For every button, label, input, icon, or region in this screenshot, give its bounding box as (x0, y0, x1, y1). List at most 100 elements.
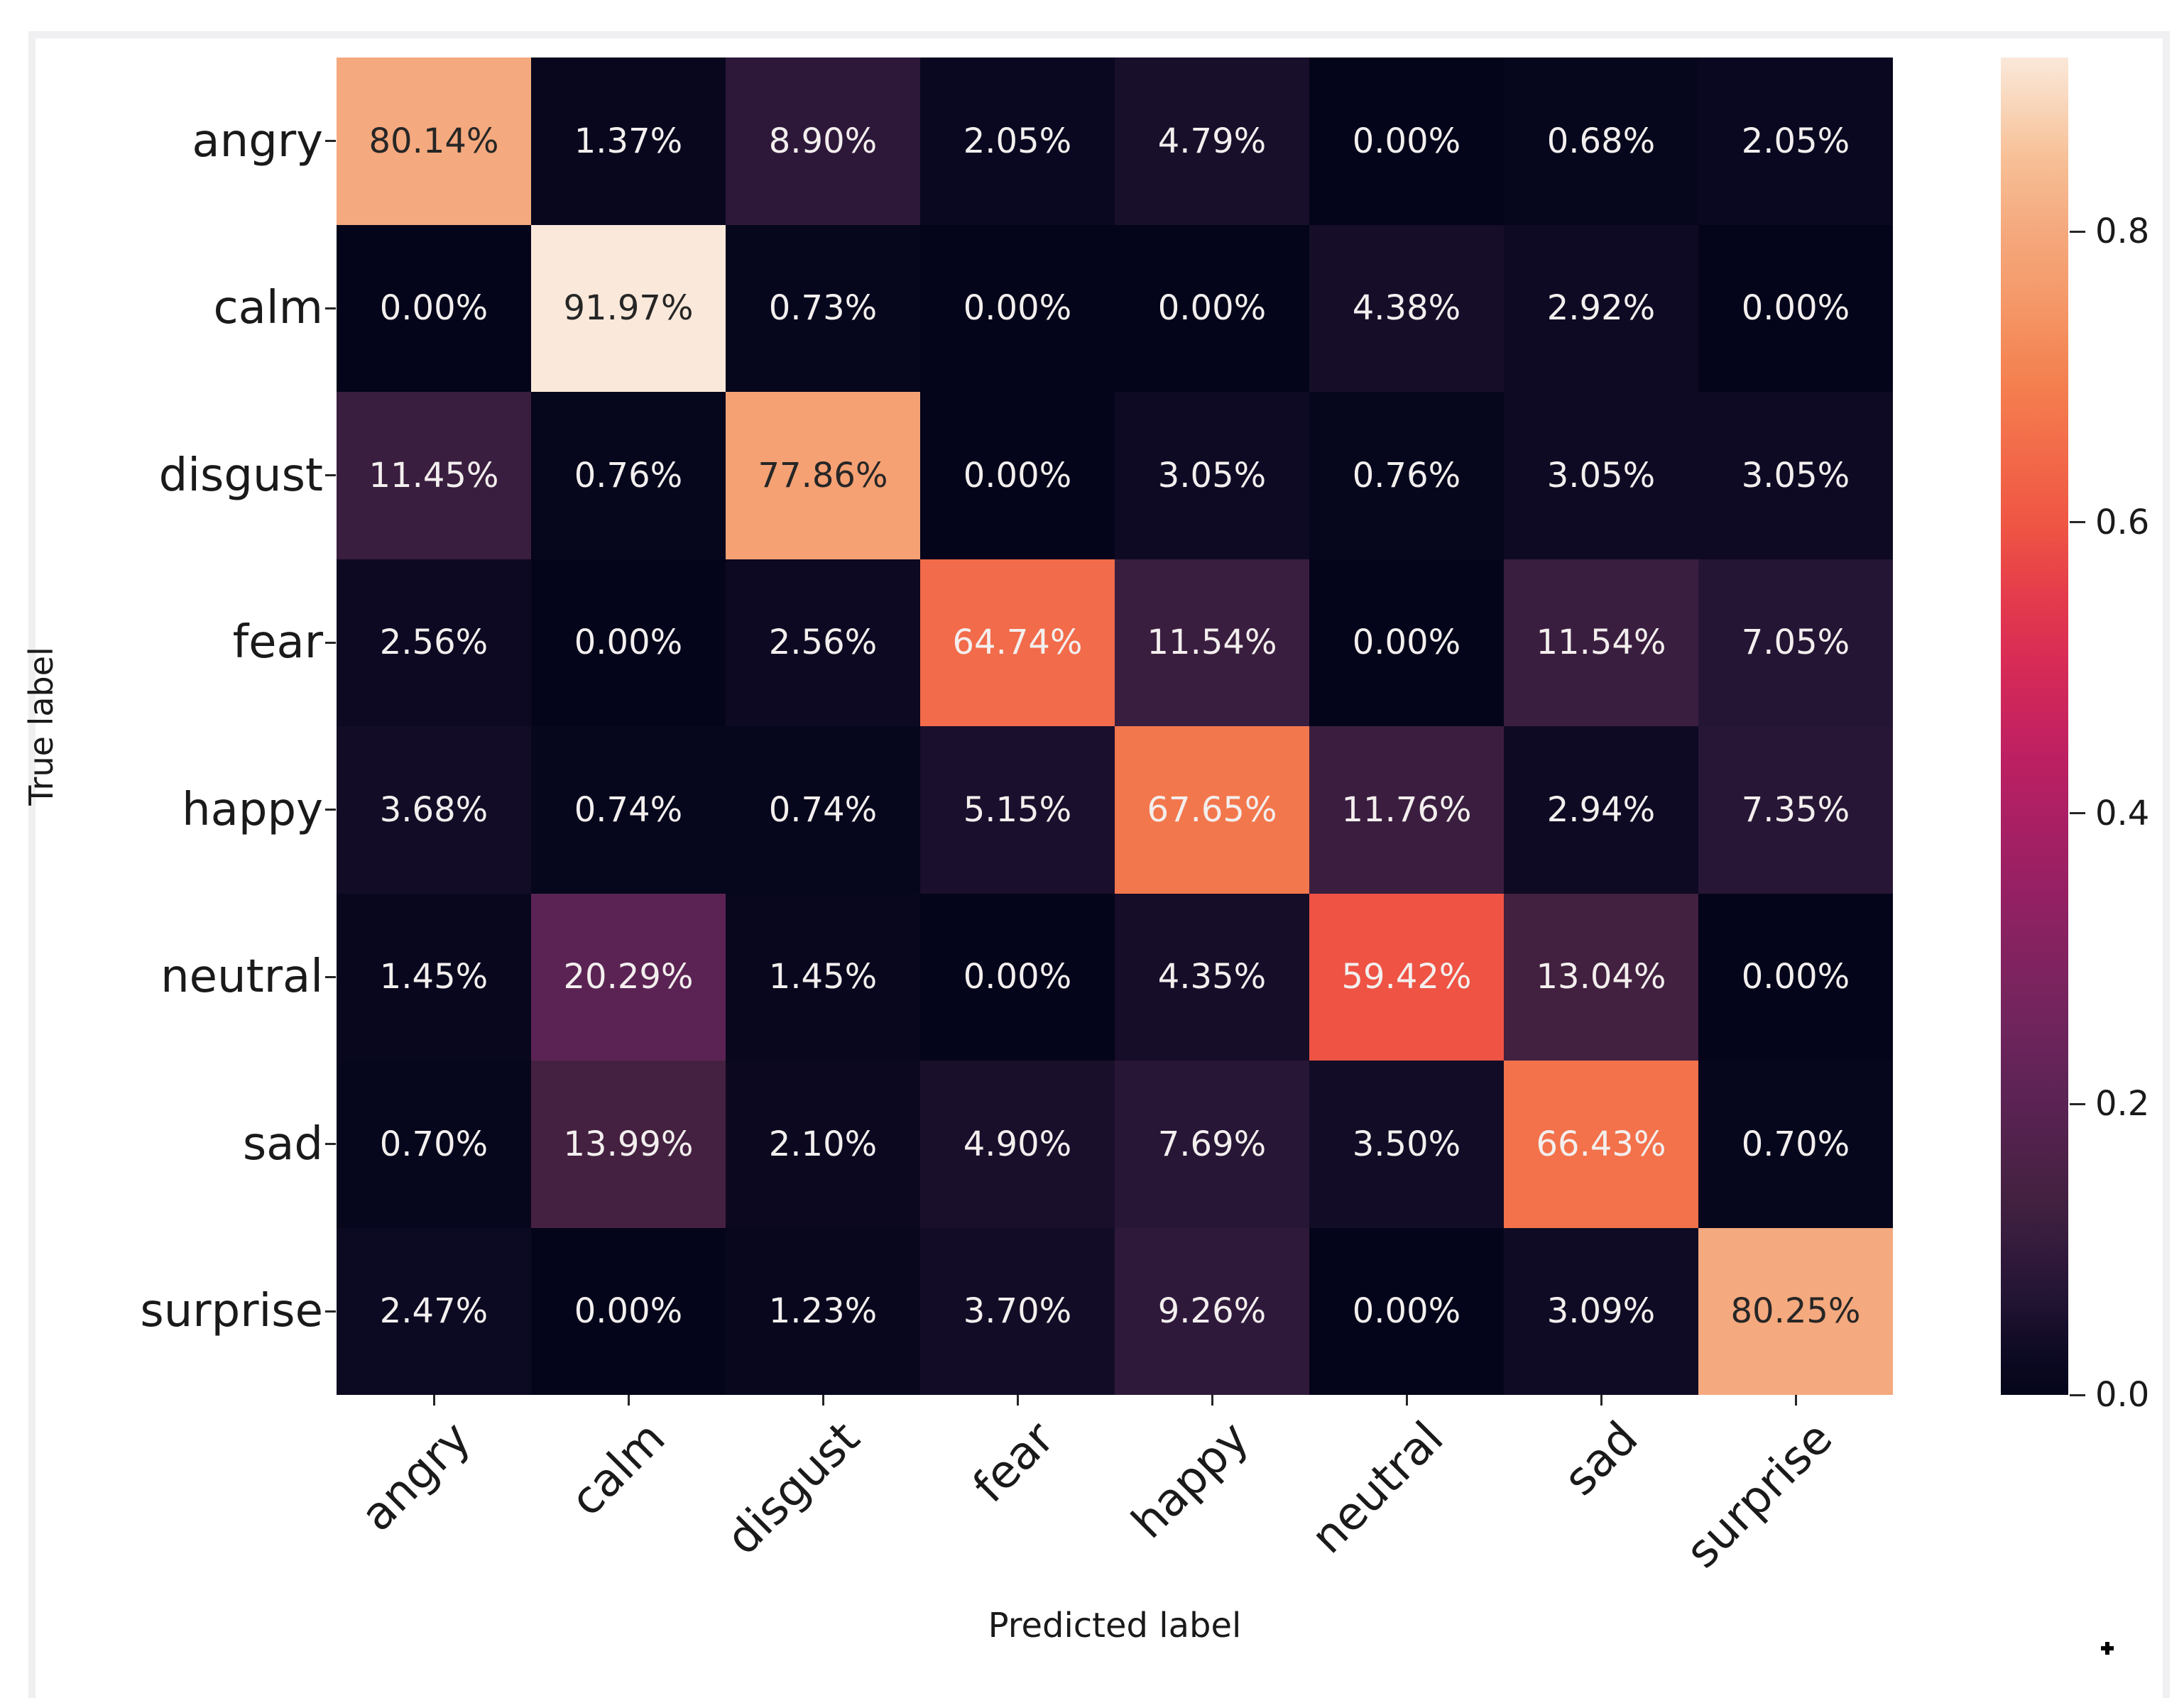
heatmap-cell: 0.76% (531, 392, 726, 559)
heatmap-cell: 7.35% (1698, 726, 1893, 894)
heatmap-cell: 0.00% (337, 224, 531, 392)
row-tick-label: happy (182, 783, 323, 836)
row-tick-label: neutral (160, 951, 323, 1004)
y-axis-tick (325, 307, 336, 310)
heatmap-cell: 0.70% (1698, 1061, 1893, 1228)
colorbar-tick-label: 0.2 (2095, 1084, 2150, 1124)
cell-value-label: 7.35% (1741, 789, 1850, 830)
heatmap-cell: 2.94% (1504, 726, 1698, 894)
heatmap-cell: 2.05% (1698, 57, 1893, 225)
heatmap-cell: 59.42% (1309, 893, 1504, 1061)
cell-value-label: 1.45% (768, 957, 878, 997)
cell-value-label: 80.25% (1730, 1291, 1861, 1332)
x-axis-tick (1600, 1395, 1602, 1406)
y-axis-tick (325, 809, 336, 811)
cell-value-label: 13.04% (1536, 957, 1666, 997)
heatmap-cell: 80.25% (1698, 1227, 1893, 1395)
y-axis-tick (325, 1310, 336, 1313)
cell-value-label: 0.00% (379, 288, 488, 329)
cell-value-label: 0.70% (379, 1124, 488, 1164)
cell-value-label: 2.56% (768, 623, 878, 663)
colorbar-tick (2070, 521, 2085, 524)
cell-value-label: 0.00% (1741, 288, 1850, 329)
heatmap-cell: 2.92% (1504, 224, 1698, 392)
heatmap-cell: 0.00% (1698, 224, 1893, 392)
cell-value-label: 3.68% (379, 789, 488, 830)
cell-value-label: 7.05% (1741, 623, 1850, 663)
heatmap-cell: 0.00% (1698, 893, 1893, 1061)
colorbar-tick-label: 0.8 (2095, 212, 2150, 252)
frame-top-line (28, 31, 2170, 38)
heatmap-cell: 2.47% (337, 1227, 531, 1395)
row-tick-label: sad (242, 1117, 323, 1171)
cell-value-label: 2.94% (1546, 789, 1656, 830)
heatmap-cell: 3.05% (1115, 392, 1309, 559)
cell-value-label: 7.69% (1157, 1124, 1267, 1164)
heatmap-cell: 64.74% (920, 559, 1115, 726)
cell-value-label: 11.54% (1147, 623, 1277, 663)
cell-value-label: 1.23% (768, 1291, 878, 1332)
x-axis-tick (1405, 1395, 1408, 1406)
cell-value-label: 4.38% (1352, 288, 1461, 329)
cell-value-label: 0.76% (574, 455, 683, 495)
heatmap-cell: 0.00% (1309, 1227, 1504, 1395)
cell-value-label: 0.00% (963, 957, 1072, 997)
y-axis-tick (325, 641, 336, 644)
heatmap-cell: 9.26% (1115, 1227, 1309, 1395)
heatmap-cell: 1.45% (726, 893, 920, 1061)
heatmap-cell: 0.00% (920, 893, 1115, 1061)
colorbar-tick (2070, 230, 2085, 233)
cell-value-label: 0.00% (1157, 288, 1267, 329)
cell-value-label: 2.47% (379, 1291, 488, 1332)
colorbar-tick-label: 0.0 (2095, 1375, 2150, 1415)
heatmap-cell: 67.65% (1115, 726, 1309, 894)
heatmap-cell: 3.50% (1309, 1061, 1504, 1228)
heatmap-cell: 2.56% (337, 559, 531, 726)
heatmap-cell: 0.00% (531, 559, 726, 726)
x-axis-tick (1211, 1395, 1213, 1406)
cell-value-label: 4.35% (1157, 957, 1267, 997)
heatmap-cell: 0.00% (920, 392, 1115, 559)
cell-value-label: 4.90% (963, 1124, 1072, 1164)
heatmap-cell: 3.05% (1698, 392, 1893, 559)
heatmap-cell: 0.00% (1309, 57, 1504, 225)
row-tick-label: calm (213, 282, 323, 335)
cell-value-label: 11.45% (368, 455, 499, 495)
heatmap-cell: 7.05% (1698, 559, 1893, 726)
frame-right-line (2163, 31, 2170, 1698)
cell-value-label: 20.29% (563, 957, 694, 997)
cell-value-label: 0.74% (574, 789, 683, 830)
heatmap-cell: 11.54% (1115, 559, 1309, 726)
cell-value-label: 0.00% (1352, 623, 1461, 663)
heatmap-cell: 1.45% (337, 893, 531, 1061)
x-axis-tick (821, 1395, 824, 1406)
heatmap-cell: 11.45% (337, 392, 531, 559)
cell-value-label: 11.76% (1341, 789, 1472, 830)
cell-value-label: 3.05% (1546, 455, 1656, 495)
row-tick-label: fear (232, 616, 323, 669)
heatmap-cell: 0.00% (1115, 224, 1309, 392)
cell-value-label: 3.09% (1546, 1291, 1656, 1332)
heatmap-cell: 13.04% (1504, 893, 1698, 1061)
cell-value-label: 67.65% (1147, 789, 1277, 830)
cell-value-label: 4.79% (1157, 121, 1267, 161)
heatmap-cell: 91.97% (531, 224, 726, 392)
cell-value-label: 5.15% (963, 789, 1072, 830)
heatmap-cell: 5.15% (920, 726, 1115, 894)
y-axis-tick (325, 1143, 336, 1146)
cell-value-label: 0.00% (963, 288, 1072, 329)
heatmap-cell: 0.00% (920, 224, 1115, 392)
x-axis-tick (1794, 1395, 1797, 1406)
cell-value-label: 2.10% (768, 1124, 878, 1164)
cell-value-label: 0.00% (1352, 121, 1461, 161)
heatmap-cell: 4.79% (1115, 57, 1309, 225)
heatmap-cell: 7.69% (1115, 1061, 1309, 1228)
heatmap-cell: 0.76% (1309, 392, 1504, 559)
cell-value-label: 0.74% (768, 789, 878, 830)
cell-value-label: 0.00% (1352, 1291, 1461, 1332)
heatmap-cell: 20.29% (531, 893, 726, 1061)
cell-value-label: 3.50% (1352, 1124, 1461, 1164)
y-axis-title: True label (22, 647, 60, 806)
heatmap-cell: 0.73% (726, 224, 920, 392)
